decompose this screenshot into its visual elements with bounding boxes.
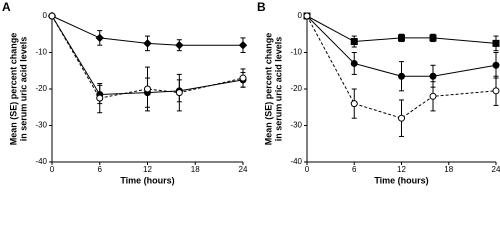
marker xyxy=(96,94,104,102)
marker xyxy=(429,72,437,80)
y-axis-title: in serum uric acid levels xyxy=(273,37,283,142)
marker xyxy=(350,38,358,46)
y-tick-label: -40 xyxy=(290,157,302,166)
x-tick-label: 12 xyxy=(143,165,152,174)
x-tick-label: 0 xyxy=(50,165,55,174)
y-tick-label: -20 xyxy=(35,84,47,93)
panel-label: A xyxy=(2,0,11,14)
marker xyxy=(429,92,437,100)
marker xyxy=(95,33,104,43)
marker xyxy=(239,74,247,82)
y-tick-label: -10 xyxy=(35,48,47,57)
y-axis-title: in serum uric acid levels xyxy=(18,37,28,142)
x-tick-label: 18 xyxy=(191,165,200,174)
marker xyxy=(175,89,183,97)
y-tick-label: 0 xyxy=(43,11,48,20)
series-line xyxy=(51,15,244,99)
marker xyxy=(303,12,311,20)
y-tick-label: -20 xyxy=(290,84,302,93)
x-axis-title: Time (hours) xyxy=(120,175,174,185)
marker xyxy=(144,85,151,93)
marker xyxy=(350,59,358,67)
y-tick-label: -30 xyxy=(35,121,47,130)
y-tick-label: -10 xyxy=(290,48,302,57)
marker xyxy=(48,12,56,20)
x-tick-label: 0 xyxy=(305,165,310,174)
marker xyxy=(143,39,152,48)
marker xyxy=(398,72,405,80)
y-axis-title: Mean (SE) percent change xyxy=(263,33,273,146)
marker xyxy=(398,34,405,42)
marker xyxy=(175,40,184,50)
marker xyxy=(429,34,437,42)
marker xyxy=(238,40,248,50)
marker xyxy=(492,87,500,95)
panel-label: B xyxy=(257,0,266,14)
y-tick-label: -30 xyxy=(290,121,302,130)
y-tick-label: 0 xyxy=(298,11,303,20)
marker xyxy=(492,39,500,47)
y-axis-title: Mean (SE) percent change xyxy=(8,33,18,146)
marker xyxy=(398,114,405,122)
x-tick-label: 24 xyxy=(492,165,500,174)
x-tick-label: 18 xyxy=(444,165,453,174)
y-tick-label: -40 xyxy=(35,157,47,166)
x-tick-label: 6 xyxy=(352,165,357,174)
x-axis-title: Time (hours) xyxy=(374,175,428,185)
marker xyxy=(350,100,358,108)
x-tick-label: 6 xyxy=(98,165,103,174)
x-tick-label: 24 xyxy=(239,165,248,174)
series-line xyxy=(306,15,497,119)
marker xyxy=(492,61,500,69)
x-tick-label: 12 xyxy=(397,165,406,174)
